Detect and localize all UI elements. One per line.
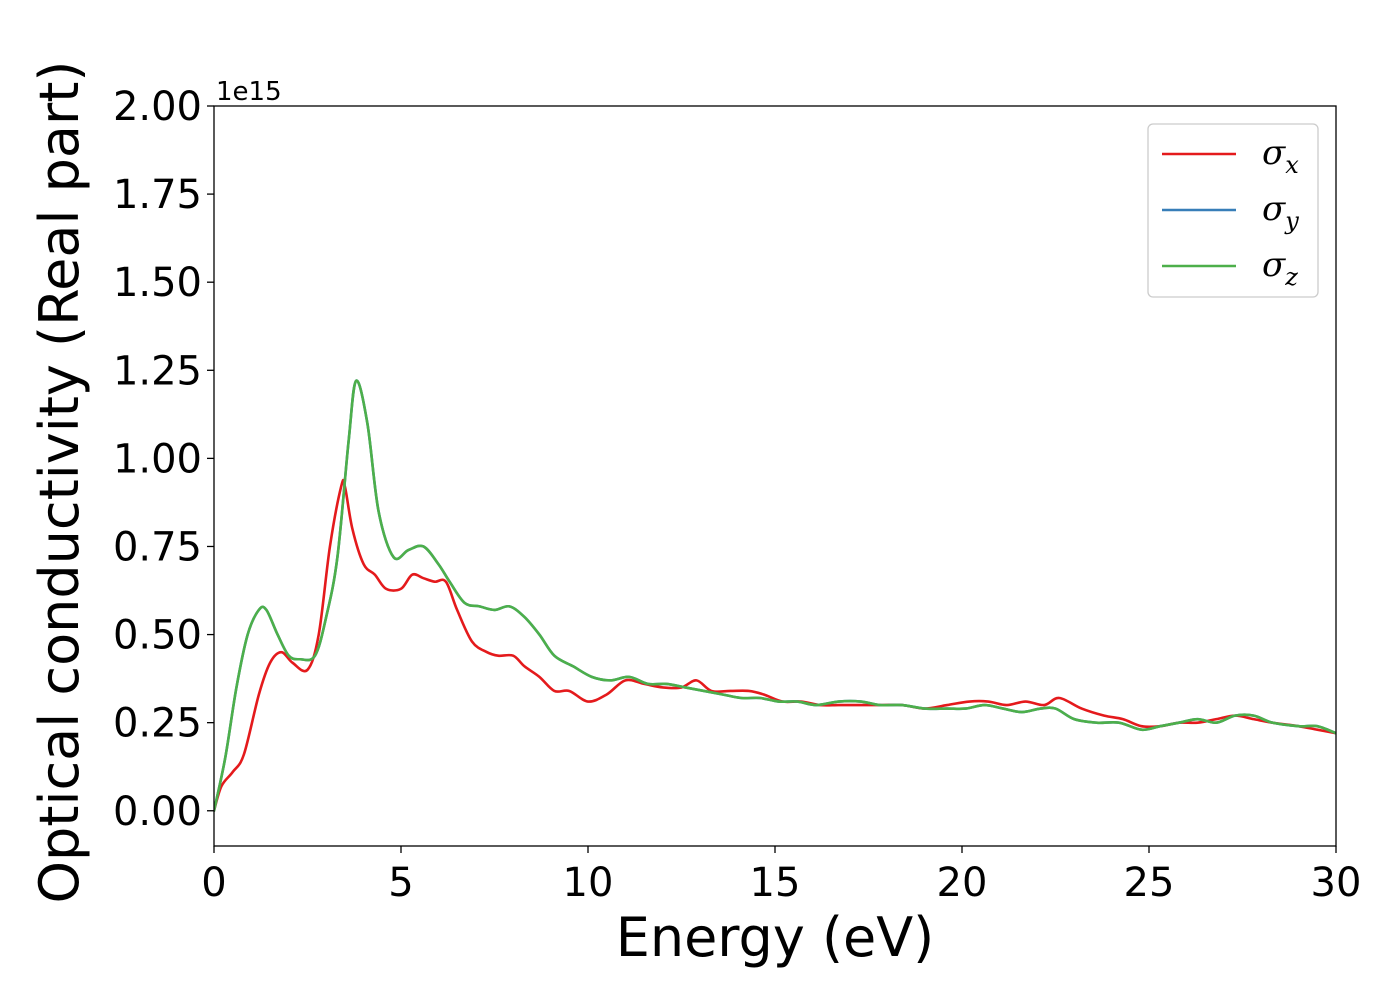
y-ticks: 0.00 0.25 0.50 0.75 1.00 1.25 1.50 1.75 2.00 (113, 84, 214, 835)
x-tick-label: 15 (750, 860, 801, 906)
x-ticks: 0 5 10 15 20 25 30 (201, 846, 1361, 906)
x-tick-label: 0 (201, 860, 226, 906)
y-tick-label: 1.75 (113, 172, 202, 218)
x-tick-label: 30 (1311, 860, 1362, 906)
y-tick-label: 2.00 (113, 84, 202, 130)
legend: σx σy σz (1147, 123, 1319, 298)
y-tick-label: 0.25 (113, 701, 202, 747)
y-axis-label: Optical conductivity (Real part) (28, 61, 91, 904)
y-tick-label: 1.25 (113, 348, 202, 394)
series-line-z (214, 379, 1336, 813)
x-tick-label: 5 (388, 860, 413, 906)
y-tick-label: 1.00 (113, 436, 202, 482)
legend-label-x: σx (1262, 133, 1299, 179)
y-offset-label: 1e15 (216, 77, 282, 107)
x-axis-label: Energy (eV) (616, 906, 935, 969)
plot-area (214, 379, 1336, 813)
y-tick-label: 0.75 (113, 524, 202, 570)
series-line-x (214, 478, 1336, 813)
legend-label-y: σy (1262, 189, 1299, 235)
y-tick-label: 1.50 (113, 260, 202, 306)
y-tick-label: 0.00 (113, 789, 202, 835)
legend-label-z: σz (1262, 245, 1298, 291)
x-tick-label: 10 (563, 860, 614, 906)
x-tick-label: 25 (1124, 860, 1175, 906)
x-tick-label: 20 (937, 860, 988, 906)
y-tick-label: 0.50 (113, 613, 202, 659)
series-line-y (214, 379, 1336, 813)
